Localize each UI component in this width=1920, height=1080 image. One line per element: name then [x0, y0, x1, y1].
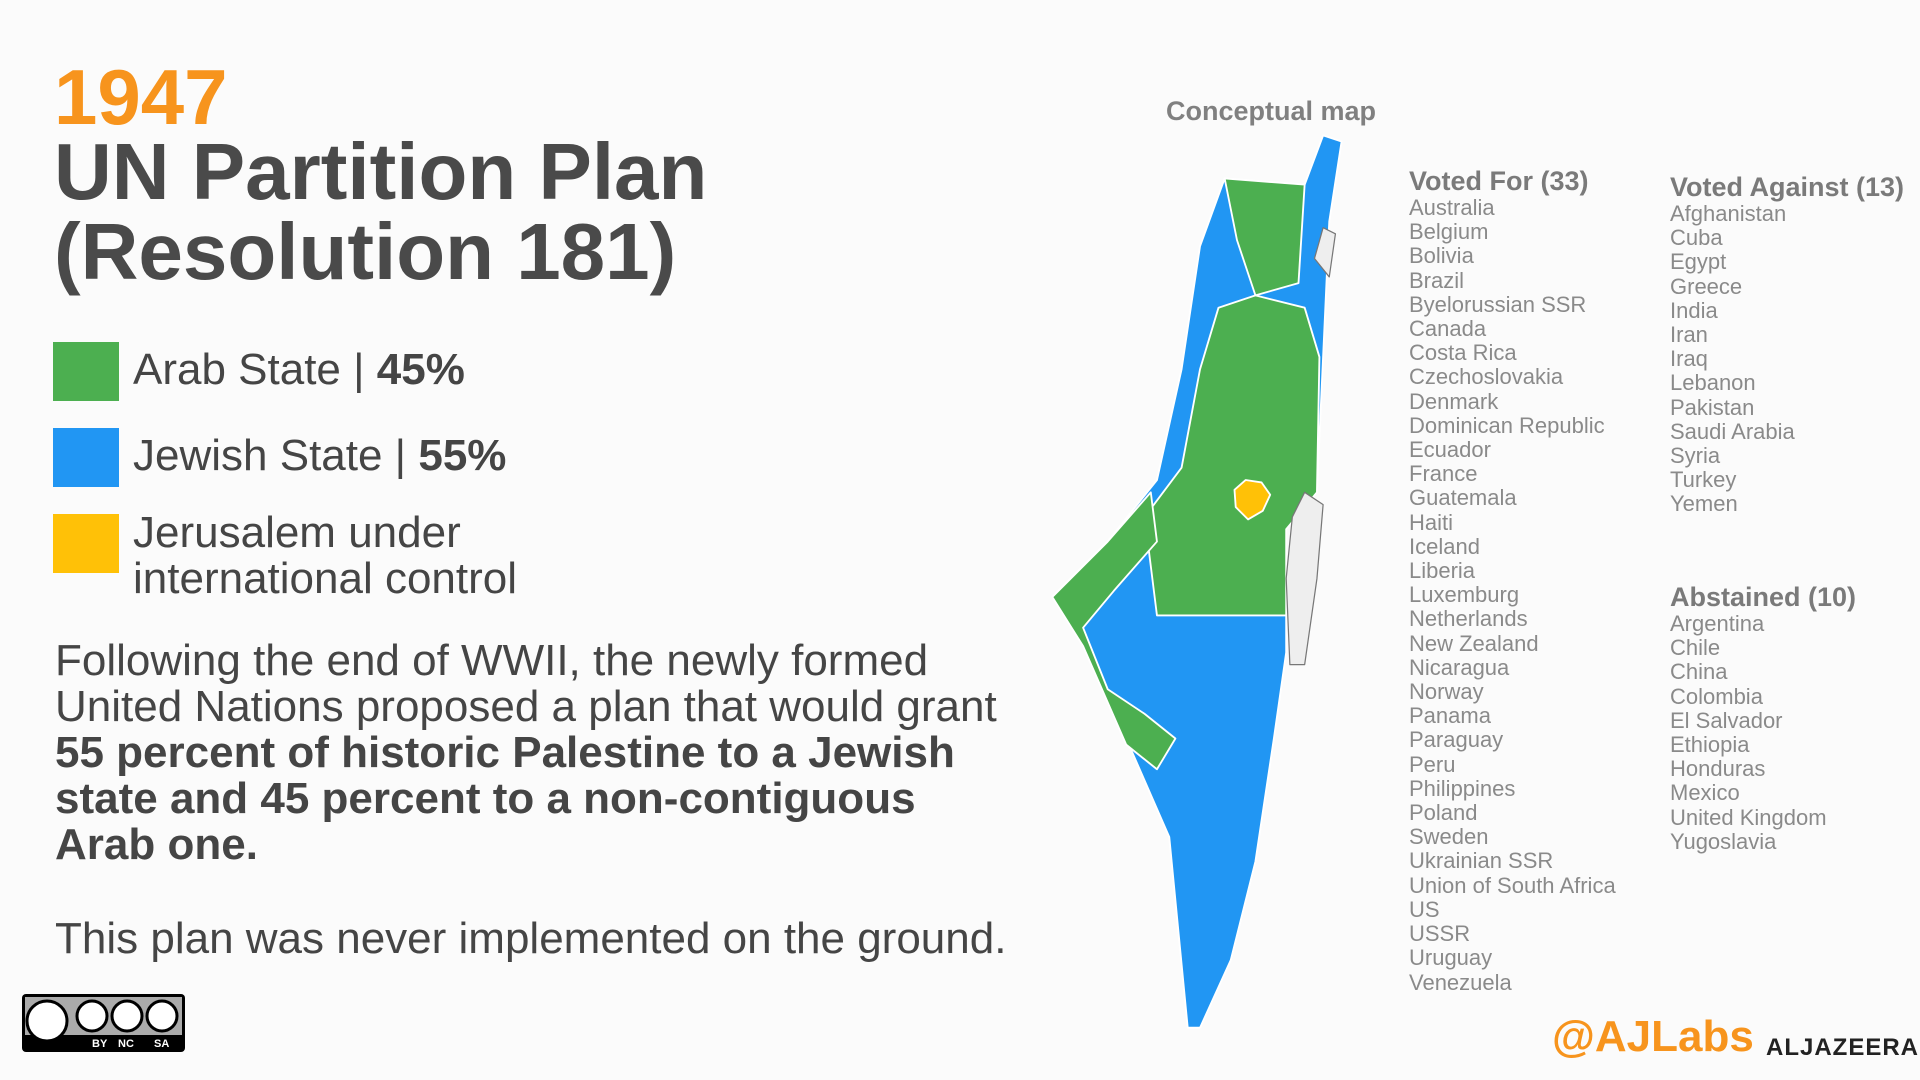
arab-state — [1143, 294, 1321, 617]
country: Panama — [1409, 703, 1491, 729]
country: Iraq — [1670, 346, 1708, 372]
vote-heading: Abstained (10) — [1670, 582, 1857, 612]
note: This plan was never implemented on the g… — [55, 914, 1007, 963]
map-label: Conceptual map — [1165, 96, 1377, 126]
country: Haiti — [1409, 509, 1454, 535]
country: Philippines — [1409, 775, 1516, 801]
license-tag: BY — [92, 1038, 108, 1050]
country: Pakistan — [1670, 394, 1755, 420]
vote-heading: Voted For (33) — [1409, 166, 1589, 196]
country: Ecuador — [1409, 437, 1491, 463]
country: United Kingdom — [1670, 804, 1827, 830]
cc-badge — [22, 994, 185, 1052]
legend-label: Jewish State | — [133, 431, 407, 480]
country: Costa Rica — [1409, 340, 1517, 366]
country: Czechoslovakia — [1409, 364, 1564, 390]
country: Uruguay — [1409, 945, 1493, 971]
country: Saudi Arabia — [1670, 418, 1795, 444]
legend-entry: Arab State | 45% — [133, 347, 465, 393]
vote-column: Voted Against (13) Afghanistan Cuba Egypt Gr… — [1670, 172, 1904, 517]
country: Yemen — [1670, 491, 1738, 517]
country: Byelorussian SSR — [1409, 291, 1587, 317]
license-tag: SA — [154, 1038, 169, 1050]
arab-state — [1223, 177, 1306, 297]
paragraph-bold: 55 percent of historic Palestine to a Je… — [55, 728, 955, 869]
jerusalem — [1233, 479, 1272, 521]
vote-heading: Voted Against (13) — [1670, 172, 1905, 202]
legend-share: 55% — [418, 431, 507, 480]
vote-column: Abstained (10) Argentina Chile China Colombi… — [1670, 582, 1856, 854]
country: Cuba — [1670, 225, 1723, 251]
jewish-state — [1051, 134, 1343, 1029]
country: Paraguay — [1409, 727, 1504, 753]
country: Yugoslavia — [1670, 828, 1777, 854]
paragraph-text: Following the end of WWII, the newly for… — [55, 636, 997, 731]
country: Norway — [1409, 679, 1484, 705]
country: Ethiopia — [1670, 732, 1750, 758]
legend-label: Jerusalem under — [133, 508, 461, 557]
country: France — [1409, 461, 1478, 487]
country: Bolivia — [1409, 243, 1474, 269]
legend-label: Arab State | — [133, 345, 365, 394]
country: Egypt — [1670, 249, 1727, 275]
vote-column: Voted For (33) Australia Belgium Bolivia Bra… — [1409, 166, 1616, 995]
country: Luxemburg — [1409, 582, 1520, 608]
brand: ALJAZEERA — [1766, 1034, 1920, 1061]
sea-of-galilee — [1313, 227, 1337, 278]
legend-swatch — [53, 514, 119, 573]
country: Peru — [1409, 751, 1456, 777]
country: New Zealand — [1409, 630, 1539, 656]
handle: @AJLabs — [1552, 1012, 1754, 1061]
country: Colombia — [1670, 683, 1763, 709]
country: Syria — [1670, 443, 1721, 469]
arab-state — [1051, 491, 1177, 771]
country: USSR — [1409, 921, 1471, 947]
country: Ukrainian SSR — [1409, 848, 1554, 874]
country: Honduras — [1670, 756, 1766, 782]
country: Lebanon — [1670, 370, 1756, 396]
country: Iran — [1670, 322, 1708, 348]
year: 1947 — [54, 53, 228, 141]
license-tag: NC — [118, 1038, 134, 1050]
country: Poland — [1409, 800, 1478, 826]
legend-entry: Jewish State | 55% — [133, 433, 506, 479]
country: Belgium — [1409, 219, 1489, 245]
title: UN Partition Plan — [54, 127, 708, 216]
country: US — [1409, 896, 1440, 922]
country: Chile — [1670, 635, 1721, 661]
country: Argentina — [1670, 611, 1765, 636]
country: Liberia — [1409, 558, 1476, 584]
legend-swatch — [53, 428, 119, 487]
country: China — [1670, 659, 1728, 685]
paragraph: Following the end of WWII, the newly for… — [55, 638, 1005, 868]
country: Brazil — [1409, 267, 1465, 293]
legend-swatch — [53, 342, 119, 401]
country: Greece — [1670, 273, 1743, 299]
legend-entry: Jerusalem under international control — [133, 510, 517, 602]
title: (Resolution 181) — [54, 207, 677, 296]
country: El Salvador — [1670, 707, 1783, 733]
dead-sea — [1285, 491, 1324, 666]
country: Sweden — [1409, 824, 1489, 850]
country: Turkey — [1670, 467, 1737, 493]
country: Venezuela — [1409, 969, 1512, 995]
country: Iceland — [1409, 533, 1480, 559]
country: Denmark — [1409, 388, 1499, 414]
country: Mexico — [1670, 780, 1740, 806]
country: India — [1670, 297, 1718, 323]
legend-label: international control — [133, 554, 518, 603]
country: Guatemala — [1409, 485, 1517, 511]
country: Dominican Republic — [1409, 412, 1605, 438]
country: Afghanistan — [1670, 201, 1787, 226]
country: Netherlands — [1409, 606, 1528, 632]
country: Australia — [1409, 195, 1495, 220]
country: Nicaragua — [1409, 654, 1510, 680]
country: Canada — [1409, 316, 1487, 342]
country: Union of South Africa — [1409, 872, 1616, 898]
legend-share: 45% — [376, 345, 465, 394]
